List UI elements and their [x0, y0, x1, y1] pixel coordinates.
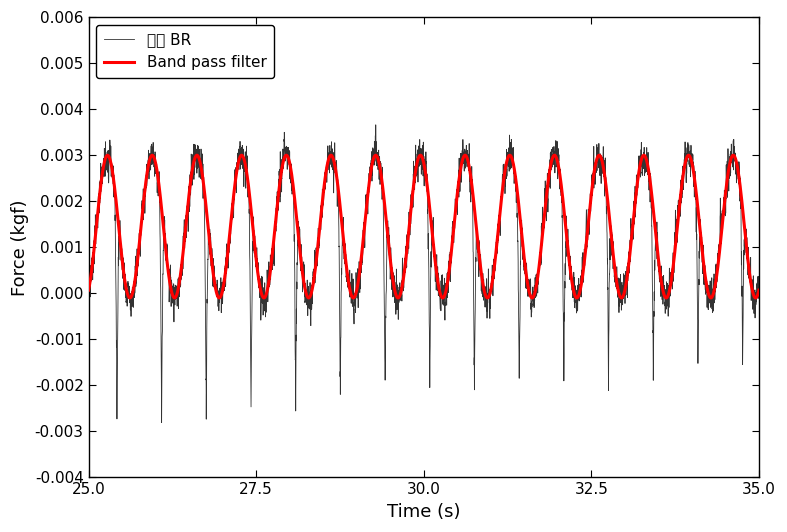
장력 BR [711, 284, 720, 290]
Band pass filter [706, 295, 715, 301]
장력 BR [83, 280, 93, 286]
Band pass filter [216, 294, 225, 301]
Band pass filter [147, 152, 157, 159]
Band pass filter [215, 295, 224, 301]
Line: Band pass filter: Band pass filter [88, 155, 759, 298]
장력 BR [689, 163, 698, 170]
Band pass filter [689, 168, 698, 174]
장력 BR [371, 122, 380, 128]
Y-axis label: Force (kgf): Force (kgf) [11, 199, 29, 296]
Line: 장력 BR: 장력 BR [88, 125, 759, 422]
Band pass filter [83, 287, 93, 293]
장력 BR [157, 419, 166, 426]
장력 BR [754, 289, 763, 295]
장력 BR [215, 292, 224, 298]
Band pass filter [754, 287, 763, 293]
Band pass filter [711, 282, 720, 288]
X-axis label: Time (s): Time (s) [387, 503, 460, 521]
장력 BR [706, 303, 715, 310]
장력 BR [408, 194, 417, 201]
Legend: 장력 BR, Band pass filter: 장력 BR, Band pass filter [96, 25, 274, 78]
Band pass filter [408, 192, 417, 198]
Band pass filter [548, 155, 557, 162]
장력 BR [548, 151, 557, 157]
